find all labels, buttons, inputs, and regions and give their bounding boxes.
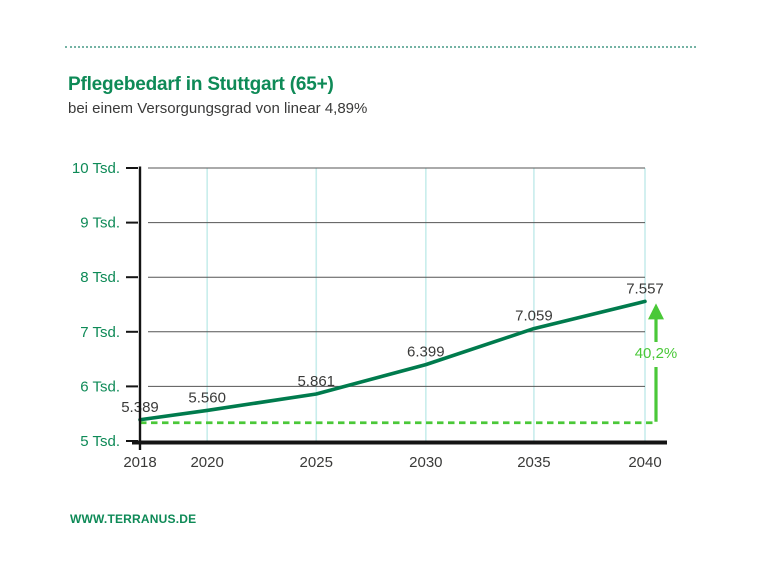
value-label: 7.059 (515, 308, 553, 325)
page-title: Pflegebedarf in Stuttgart (65+) (68, 74, 334, 95)
x-tick-label: 2018 (123, 454, 156, 471)
value-label: 6.399 (407, 344, 445, 361)
value-label: 7.557 (626, 280, 664, 297)
y-tick-label: 7 Tsd. (80, 324, 120, 341)
dotted-separator (65, 46, 696, 48)
x-tick-label: 2025 (300, 454, 333, 471)
y-tick-label: 10 Tsd. (72, 160, 120, 177)
value-label: 5.861 (297, 373, 335, 390)
growth-arrow-head (648, 303, 664, 320)
data-series-line (138, 299, 647, 422)
growth-percent-label: 40,2% (635, 345, 678, 362)
y-tick-label: 9 Tsd. (80, 215, 120, 232)
page-subtitle: bei einem Versorgungsgrad von linear 4,8… (68, 100, 368, 117)
x-tick-label: 2035 (517, 454, 550, 471)
x-tick-label: 2030 (409, 454, 442, 471)
y-tick-label: 6 Tsd. (80, 378, 120, 395)
y-tick-label: 5 Tsd. (80, 433, 120, 450)
value-label: 5.560 (188, 389, 226, 406)
y-tick-label: 8 Tsd. (80, 269, 120, 286)
footer-link[interactable]: WWW.TERRANUS.DE (70, 512, 197, 526)
x-tick-label: 2020 (190, 454, 223, 471)
x-tick-label: 2040 (628, 454, 661, 471)
